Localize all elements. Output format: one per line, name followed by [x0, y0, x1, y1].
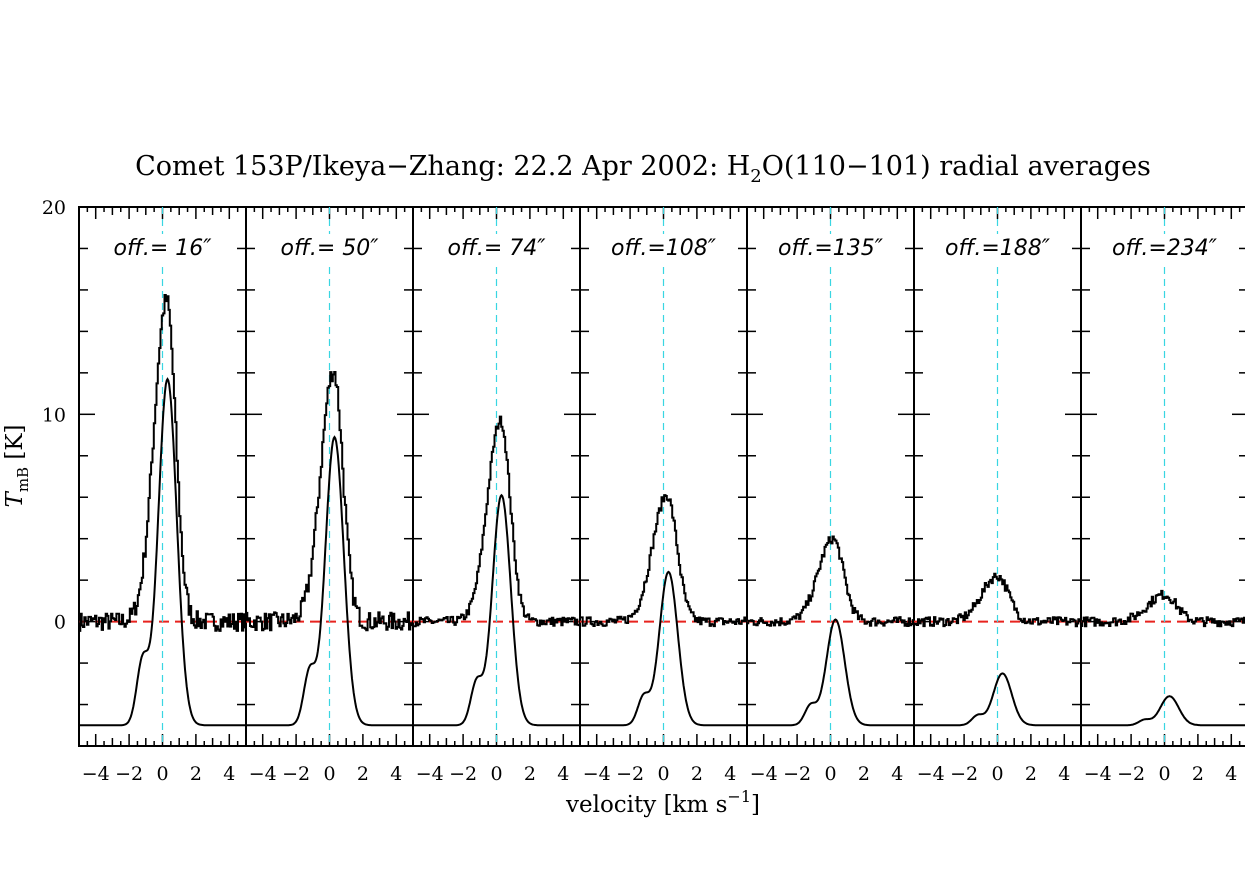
x-tick-label: −4 [917, 763, 945, 785]
x-tick-label: −2 [1117, 763, 1145, 785]
x-tick-label: −4 [249, 763, 277, 785]
panel-label-background [941, 234, 1055, 263]
x-axis-label: velocity [km s−1] [565, 787, 760, 818]
y-axis-label-subscript: mB [14, 467, 32, 492]
x-tick-label: 4 [223, 763, 235, 785]
x-tick-label: −4 [750, 763, 778, 785]
x-tick-label: −2 [449, 763, 477, 785]
x-tick-label: 0 [991, 763, 1003, 785]
x-tick-label: 0 [490, 763, 502, 785]
panel-label-background [276, 234, 384, 263]
x-tick-label: −2 [282, 763, 310, 785]
chart-title-prefix: Comet 153P/Ikeya−Zhang: 22.2 Apr 2002: H [135, 151, 750, 182]
x-tick-label: 4 [390, 763, 402, 785]
x-tick-label: −4 [1084, 763, 1112, 785]
x-tick-label: 0 [657, 763, 669, 785]
x-tick-label: 0 [824, 763, 836, 785]
y-axis-label-unit: [K] [2, 424, 28, 466]
model-profile [246, 435, 413, 727]
y-tick-label: 10 [42, 404, 66, 426]
x-tick-label: 0 [156, 763, 168, 785]
observed-spectrum [580, 494, 747, 628]
panel-frame-7 [1080, 206, 1245, 747]
panel-offset-label: off.=108″ [611, 236, 717, 261]
x-tick-label: 0 [323, 763, 335, 785]
x-tick-label: 0 [1158, 763, 1170, 785]
x-tick-label: 4 [724, 763, 736, 785]
x-tick-label: −4 [82, 763, 110, 785]
x-tick-label: 2 [1025, 763, 1037, 785]
chart-title-suffix: O(110−101) radial averages [762, 151, 1151, 182]
x-tick-label: −2 [950, 763, 978, 785]
observed-spectrum [914, 572, 1081, 628]
observed-spectrum [413, 415, 580, 628]
x-tick-label: 2 [357, 763, 369, 785]
y-tick-label: 0 [54, 612, 66, 634]
x-tick-label: −2 [115, 763, 143, 785]
panel-offset-label: off.= 16″ [114, 236, 213, 261]
x-tick-label: 2 [1192, 763, 1204, 785]
observed-spectrum [747, 535, 914, 627]
panel-label-background [774, 234, 888, 263]
x-tick-label: 4 [1058, 763, 1070, 785]
y-axis-label: TmB [K] [2, 424, 32, 507]
x-tick-label: 4 [891, 763, 903, 785]
panel-offset-label: off.= 50″ [281, 236, 380, 261]
x-axis-label-main: velocity [km s [565, 792, 727, 818]
x-tick-label: 4 [1225, 763, 1237, 785]
x-tick-label: 2 [691, 763, 703, 785]
y-tick-label: 20 [42, 197, 66, 219]
panel-offset-label: off.=135″ [778, 236, 884, 261]
panel-offset-label: off.= 74″ [448, 236, 547, 261]
observed-spectrum [1081, 589, 1245, 628]
x-tick-label: −2 [783, 763, 811, 785]
panel-label-background [109, 234, 217, 263]
x-axis-label-close: ] [751, 792, 760, 818]
panel-offset-label: off.=234″ [1112, 236, 1218, 261]
x-tick-label: 2 [524, 763, 536, 785]
x-tick-label: −4 [416, 763, 444, 785]
model-profile [580, 570, 747, 727]
chart-title-subscript: 2 [750, 166, 761, 187]
model-profile [79, 377, 246, 727]
x-tick-label: 4 [557, 763, 569, 785]
model-profile [1081, 695, 1245, 727]
observed-spectrum [246, 371, 413, 632]
panel-label-background [443, 234, 551, 263]
x-tick-label: −4 [583, 763, 611, 785]
model-profile [747, 618, 914, 727]
model-profile [413, 493, 580, 727]
x-tick-label: −2 [616, 763, 644, 785]
x-tick-label: 2 [858, 763, 870, 785]
model-profile [914, 672, 1081, 727]
y-axis-label-main: T [2, 491, 28, 508]
panel-label-background [1108, 234, 1222, 263]
x-axis-label-superscript: −1 [727, 787, 751, 806]
panel-offset-label: off.=188″ [945, 236, 1051, 261]
x-tick-label: 2 [190, 763, 202, 785]
observed-spectrum [79, 294, 246, 632]
chart-title: Comet 153P/Ikeya−Zhang: 22.2 Apr 2002: H… [135, 151, 1151, 187]
panel-label-background [607, 234, 721, 263]
